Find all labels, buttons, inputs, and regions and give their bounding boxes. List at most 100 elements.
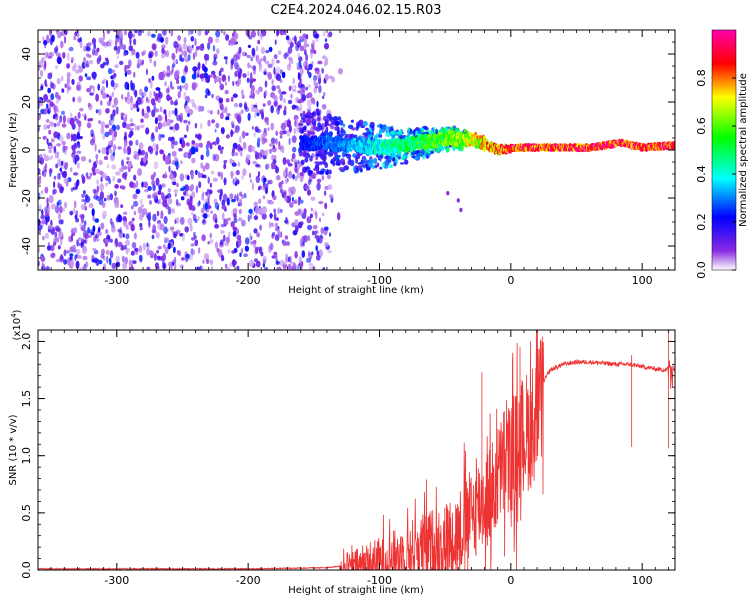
noise-speckle: [129, 259, 134, 266]
noise-speckle: [124, 113, 128, 122]
noise-speckle: [62, 171, 67, 178]
noise-speckle: [265, 119, 269, 126]
noise-speckle: [252, 91, 255, 100]
noise-speckle: [225, 116, 230, 121]
signal-speckle: [386, 129, 390, 133]
noise-speckle: [79, 66, 83, 73]
noise-speckle: [101, 147, 107, 155]
signal-speckle: [389, 126, 393, 132]
noise-speckle: [100, 100, 103, 106]
noise-speckle: [262, 103, 266, 107]
noise-speckle: [287, 256, 291, 263]
noise-speckle: [136, 155, 140, 161]
noise-speckle: [121, 173, 127, 179]
noise-speckle: [173, 246, 176, 254]
noise-speckle: [72, 208, 76, 214]
signal-speckle: [356, 123, 360, 128]
snr-scale-prefix: (x10: [12, 318, 23, 341]
signal-speckle: [401, 154, 407, 160]
noise-speckle: [64, 30, 68, 36]
noise-speckle: [185, 100, 188, 106]
noise-speckle: [187, 54, 191, 61]
noise-speckle: [120, 112, 125, 117]
noise-speckle: [115, 34, 120, 39]
noise-speckle: [174, 263, 177, 270]
noise-speckle: [79, 41, 83, 49]
noise-speckle: [190, 172, 194, 180]
noise-speckle: [251, 47, 256, 57]
noise-speckle: [214, 128, 217, 133]
signal-speckle: [388, 164, 394, 168]
noise-speckle: [97, 226, 101, 233]
noise-speckle: [105, 80, 109, 88]
noise-speckle: [96, 230, 99, 239]
noise-speckle: [50, 82, 54, 89]
noise-speckle: [160, 71, 165, 81]
noise-speckle: [41, 219, 47, 225]
signal-speckle: [337, 116, 342, 121]
noise-speckle: [225, 34, 230, 41]
noise-speckle: [132, 48, 136, 56]
noise-speckle: [114, 190, 117, 197]
noise-speckle: [122, 262, 128, 270]
noise-speckle: [249, 232, 252, 241]
noise-speckle: [282, 157, 287, 166]
spectrogram-x-ticks: -300 -200 -100 0 100: [37, 30, 669, 287]
noise-speckle: [256, 112, 260, 117]
noise-speckle: [274, 39, 277, 45]
noise-speckle: [122, 121, 127, 129]
noise-speckle: [94, 143, 97, 152]
noise-speckle: [83, 62, 87, 67]
noise-speckle: [201, 174, 207, 178]
noise-speckle: [47, 87, 52, 94]
noise-speckle: [237, 161, 241, 167]
noise-speckle: [273, 212, 277, 221]
noise-speckle: [199, 43, 205, 52]
noise-speckle: [149, 200, 152, 205]
noise-speckle: [153, 105, 156, 110]
noise-speckle: [315, 245, 319, 252]
noise-speckle: [92, 247, 97, 252]
noise-speckle: [308, 71, 312, 79]
noise-speckle: [109, 218, 113, 225]
noise-speckle: [175, 199, 179, 205]
noise-speckle: [298, 221, 303, 229]
noise-speckle: [113, 82, 119, 89]
noise-speckle: [303, 37, 307, 46]
signal-speckle: [300, 159, 305, 165]
noise-speckle: [53, 131, 59, 139]
noise-speckle: [282, 169, 287, 178]
snr-panel: -300 -200 -100 0 100 0.0 0.5 1.0 1.5 2.0 Height …: [8, 309, 676, 596]
noise-speckle: [89, 172, 93, 177]
noise-speckle: [261, 206, 267, 215]
noise-speckle: [46, 138, 49, 145]
noise-speckle: [264, 267, 269, 270]
noise-speckle: [66, 76, 71, 85]
noise-speckle: [96, 185, 100, 193]
noise-speckle: [139, 124, 145, 129]
signal-speckle: [323, 130, 329, 136]
noise-speckle: [250, 30, 256, 38]
noise-speckle: [92, 188, 97, 194]
noise-speckle: [69, 117, 75, 126]
noise-speckle: [105, 147, 110, 156]
noise-speckle: [283, 52, 288, 60]
noise-speckle: [117, 146, 122, 150]
noise-speckle: [221, 204, 227, 210]
noise-speckle: [171, 208, 176, 214]
noise-speckle: [209, 259, 214, 266]
noise-speckle: [53, 105, 57, 114]
noise-speckle: [204, 202, 208, 211]
noise-speckle: [199, 73, 205, 79]
noise-speckle: [55, 65, 58, 70]
noise-speckle: [270, 222, 274, 227]
noise-speckle: [109, 250, 114, 259]
noise-speckle: [76, 33, 80, 38]
noise-speckle: [40, 190, 44, 195]
noise-speckle: [212, 177, 218, 182]
noise-speckle: [89, 138, 95, 146]
noise-speckle: [88, 117, 94, 122]
noise-speckle: [250, 57, 253, 62]
noise-speckle: [195, 169, 198, 175]
noise-speckle: [197, 70, 200, 75]
